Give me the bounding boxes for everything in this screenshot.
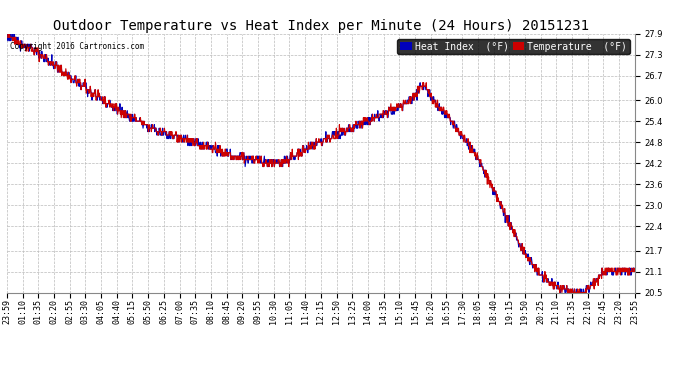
- Title: Outdoor Temperature vs Heat Index per Minute (24 Hours) 20151231: Outdoor Temperature vs Heat Index per Mi…: [53, 19, 589, 33]
- Text: Copyright 2016 Cartronics.com: Copyright 2016 Cartronics.com: [10, 42, 144, 51]
- Legend: Heat Index  (°F), Temperature  (°F): Heat Index (°F), Temperature (°F): [397, 39, 630, 54]
